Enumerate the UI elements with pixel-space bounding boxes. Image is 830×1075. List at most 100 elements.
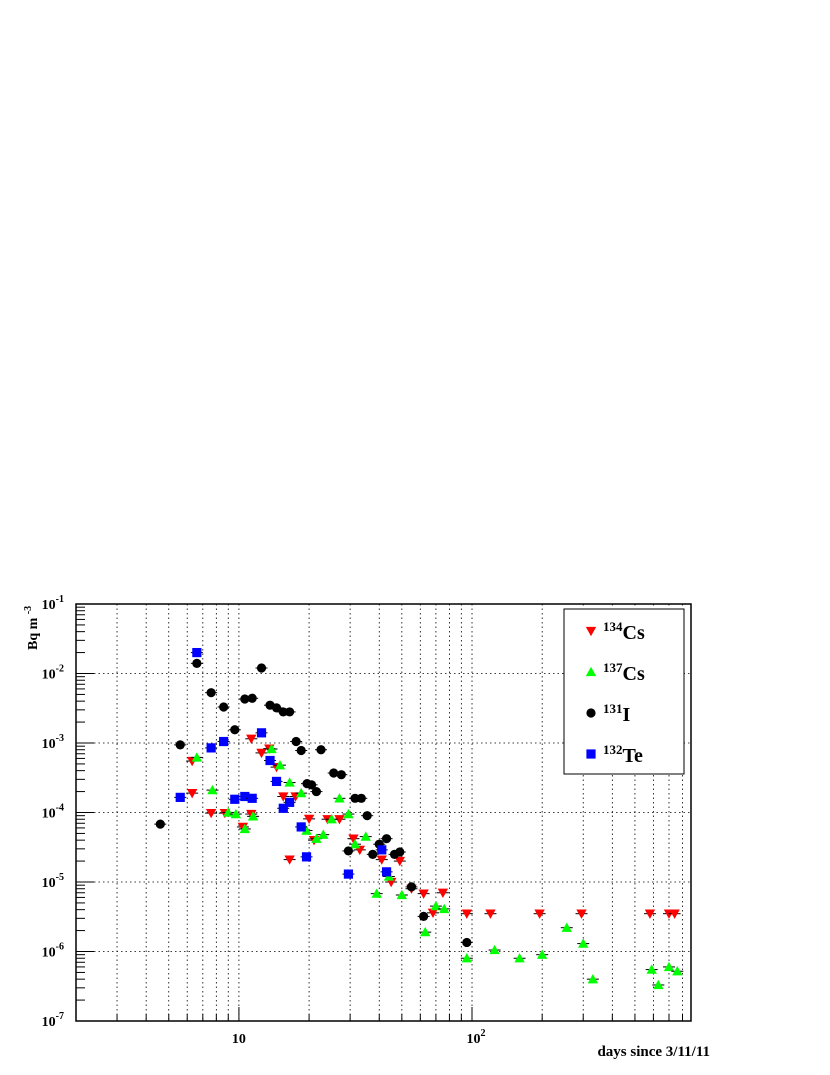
data-point [256, 663, 267, 673]
data-point [406, 882, 417, 892]
data-point [349, 838, 361, 849]
data-point [301, 825, 312, 835]
data-point [376, 855, 387, 865]
y-tick-label: 10-5 [42, 872, 64, 891]
data-point [219, 702, 229, 712]
data-point [247, 811, 259, 821]
legend-item: 131I [586, 701, 631, 726]
data-point [644, 909, 656, 919]
legend-marker [585, 626, 597, 637]
data-point [278, 707, 288, 717]
data-point [247, 693, 257, 703]
series-131-i [154, 658, 473, 948]
series-137-cs [190, 743, 684, 990]
data-point [311, 786, 322, 797]
data-point [437, 888, 449, 898]
data-point [291, 736, 301, 747]
data-point [329, 768, 339, 778]
data-point [295, 787, 307, 798]
x-tick-label: 10 [232, 1032, 246, 1047]
data-point [284, 777, 295, 787]
legend-label: 132Te [603, 742, 643, 767]
data-point [155, 819, 165, 829]
data-point [461, 953, 473, 963]
data-point [439, 903, 450, 914]
legend-item: 132Te [586, 742, 643, 767]
data-point [419, 911, 429, 921]
data-point [485, 909, 496, 919]
data-point [205, 808, 217, 819]
data-points [154, 647, 684, 990]
data-point [381, 867, 392, 877]
plot-frame [75, 603, 692, 1022]
y-tick-label: 10-7 [42, 1011, 64, 1030]
data-point [420, 926, 431, 937]
data-point [395, 847, 405, 857]
legend-item: 137Cs [585, 660, 645, 685]
data-point [561, 922, 572, 932]
data-point [514, 953, 525, 963]
data-point [371, 888, 382, 898]
data-point [207, 784, 218, 795]
data-point [576, 909, 587, 919]
data-point [271, 703, 282, 713]
data-point [536, 949, 548, 959]
data-point [240, 694, 250, 704]
legend-label: 137Cs [603, 660, 645, 685]
data-point [230, 794, 240, 804]
data-point [284, 855, 295, 865]
tick-labels: 10 102 10-7 10-6 10-5 10-4 10-3 10-2 10-1 [42, 594, 486, 1047]
data-point [175, 792, 185, 802]
data-point [377, 845, 387, 855]
data-point [663, 961, 675, 972]
data-point [326, 814, 337, 824]
data-point [266, 743, 277, 754]
data-point [296, 822, 306, 832]
data-point [672, 966, 683, 976]
data-point [303, 814, 315, 825]
legend-marker [585, 666, 597, 677]
data-point [534, 909, 545, 919]
data-point [394, 856, 405, 867]
data-point [461, 909, 473, 919]
data-point [334, 793, 345, 803]
y-tick-label: 10-4 [42, 803, 64, 822]
y-tick-label: 10-2 [42, 664, 64, 683]
data-point [462, 937, 472, 948]
data-point [230, 725, 240, 735]
data-point [316, 745, 326, 755]
legend-label: 131I [603, 701, 631, 726]
data-point [418, 889, 429, 899]
data-point [368, 849, 378, 859]
data-point [306, 780, 317, 790]
data-point [192, 658, 202, 668]
data-point [278, 803, 288, 813]
data-point [301, 852, 312, 862]
data-point [430, 900, 442, 911]
data-point [343, 846, 354, 856]
data-point [265, 755, 275, 766]
legend-box [563, 608, 685, 775]
y-axis-label-text: Bq m [26, 617, 41, 650]
data-point [271, 776, 282, 787]
legend: 134Cs 137Cs 131I 132Te [563, 608, 685, 775]
y-axis-label: Bq m -3 [23, 606, 41, 650]
data-point [256, 748, 267, 759]
data-point [191, 752, 203, 762]
data-point [256, 728, 267, 738]
data-point [360, 831, 371, 841]
data-point [356, 793, 366, 803]
y-tick-label: 10-3 [42, 733, 64, 752]
y-axis-label-exponent: -3 [23, 606, 34, 614]
y-tick-label: 10-6 [42, 942, 64, 961]
data-point [285, 707, 295, 717]
series-132-te [174, 647, 393, 879]
svg-text:Bq m -3: Bq m -3 [23, 606, 41, 650]
data-point [381, 834, 392, 844]
data-point [240, 791, 250, 802]
data-point [285, 797, 295, 807]
x-axis-label: days since 3/11/11 [597, 1044, 710, 1060]
y-tick-label: 10-1 [42, 594, 64, 613]
